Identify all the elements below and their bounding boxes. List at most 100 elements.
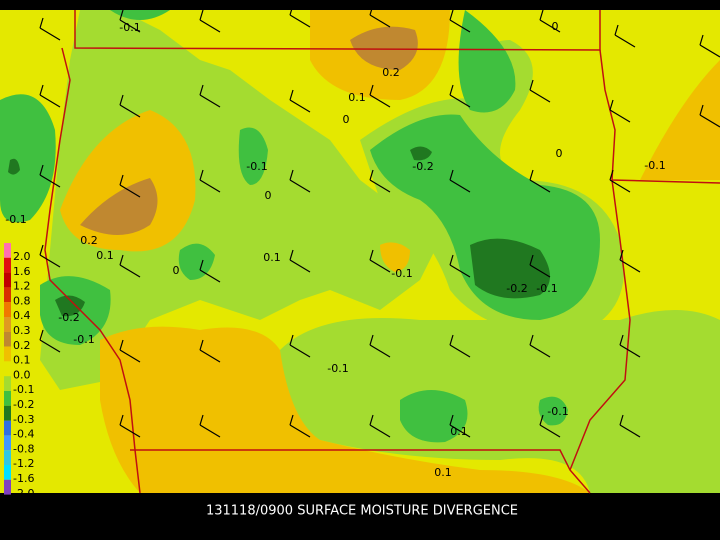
wind-barb-flag — [199, 84, 204, 96]
wind-barb-flag — [619, 414, 624, 426]
contour-label: 0 — [173, 264, 180, 277]
legend: 2.0 1.6 1.20.8 0.4 0.3 0.2 0.10.0 -0.1 -0.2 -0.3 -… — [4, 243, 34, 500]
wind-barb-flag — [119, 174, 124, 186]
wind-barb-flag — [119, 94, 124, 106]
contour-label: 0.1 — [450, 425, 468, 438]
wind-barb — [369, 14, 391, 28]
legend-label: 0.8 — [13, 294, 31, 307]
contour-label: -0.1 — [391, 267, 412, 280]
wind-barb — [699, 114, 720, 128]
wind-barb-flag — [609, 169, 614, 181]
wind-barb-flag — [369, 84, 374, 96]
contour-label: 0.1 — [263, 251, 281, 264]
wind-barb — [119, 104, 141, 118]
wind-barb-flag — [529, 254, 534, 266]
wind-barb-flag — [199, 169, 204, 181]
wind-barb-flag — [614, 24, 619, 36]
wind-barb-flag — [39, 329, 44, 341]
wind-barbs — [39, 4, 720, 438]
wind-barb — [539, 19, 561, 33]
wind-barb-flag — [449, 169, 454, 181]
field — [0, 10, 720, 493]
wind-barb — [539, 424, 561, 438]
wind-barb-flag — [529, 169, 534, 181]
wind-barb-flag — [699, 34, 704, 46]
legend-swatch — [4, 391, 11, 406]
legend-label: 0.1 — [13, 354, 31, 367]
contour-label: -0.2 — [506, 282, 527, 295]
legend-label: 1.6 — [13, 265, 31, 278]
wind-barb — [39, 339, 61, 353]
legend-label: -0.4 — [13, 428, 34, 441]
contour-label: -0.1 — [536, 282, 557, 295]
wind-barb — [619, 424, 641, 438]
wind-barb — [609, 109, 631, 123]
legend-swatch — [4, 331, 11, 347]
wind-barb — [289, 344, 311, 358]
wind-barb-flag — [449, 334, 454, 346]
wind-barb-flag — [529, 334, 534, 346]
wind-barb — [369, 94, 391, 108]
wind-barb-flag — [289, 414, 294, 426]
contour-label: 0.1 — [348, 91, 366, 104]
legend-swatch — [4, 243, 11, 258]
wind-barb-flag — [119, 254, 124, 266]
contour-label: -0.1 — [327, 362, 348, 375]
wind-barb-flag — [199, 9, 204, 21]
wind-barb — [119, 184, 141, 198]
wind-barb-flag — [39, 244, 44, 256]
legend-label: -0.8 — [13, 442, 34, 455]
contour-labels: -0.1 00.20.10-0.20-0.1-0.10-0.10.20.1 0.10… — [5, 20, 665, 479]
wind-barb — [289, 99, 311, 113]
legend-swatch — [4, 346, 11, 362]
wind-barb — [199, 179, 221, 193]
legend-label: -0.1 — [13, 383, 34, 396]
wind-barb — [119, 19, 141, 33]
legend-swatch — [4, 465, 11, 480]
wind-barb-flag — [369, 414, 374, 426]
legend-swatch — [4, 435, 11, 451]
wind-barb-flag — [289, 334, 294, 346]
wind-barb-flag — [199, 339, 204, 351]
wind-barb — [199, 349, 221, 363]
wind-barb — [609, 179, 631, 193]
wind-barb — [39, 27, 61, 41]
wind-barb-flag — [289, 169, 294, 181]
contour-label: 0 — [343, 113, 350, 126]
legend-swatch — [4, 272, 11, 288]
wind-barb-flag — [369, 334, 374, 346]
legend-label: -2.0 — [13, 487, 34, 500]
wind-barb — [449, 264, 471, 278]
wind-barb-flag — [369, 169, 374, 181]
wind-barb — [119, 264, 141, 278]
contour-label: -0.1 — [73, 333, 94, 346]
wind-barb-flag — [619, 249, 624, 261]
wind-barb — [199, 269, 221, 283]
contour-label: -0.1 — [5, 213, 26, 226]
wind-barb-flag — [529, 79, 534, 91]
wind-barb — [39, 94, 61, 108]
wind-barb — [529, 89, 551, 103]
wind-barb-flag — [39, 84, 44, 96]
wind-barb — [199, 94, 221, 108]
legend-label: 0.0 — [13, 368, 31, 381]
wind-barb-flag — [449, 9, 454, 21]
contour-label: 0 — [552, 20, 559, 33]
wind-barb — [199, 424, 221, 438]
wind-barb-flag — [199, 259, 204, 271]
legend-swatch — [4, 405, 11, 421]
wind-barb — [289, 424, 311, 438]
wind-barb — [449, 179, 471, 193]
wind-barb — [529, 344, 551, 358]
legend-swatch — [4, 317, 11, 332]
contour-label: 0.2 — [382, 66, 400, 79]
contour-label: 0.1 — [96, 249, 114, 262]
wind-barb — [619, 259, 641, 273]
legend-label: 2.0 — [13, 250, 31, 263]
contour-label: -0.1 — [246, 160, 267, 173]
legend-label: 0.2 — [13, 339, 31, 352]
legend-label: -0.2 — [13, 398, 34, 411]
legend-swatch — [4, 376, 11, 391]
legend-swatch — [4, 420, 11, 436]
